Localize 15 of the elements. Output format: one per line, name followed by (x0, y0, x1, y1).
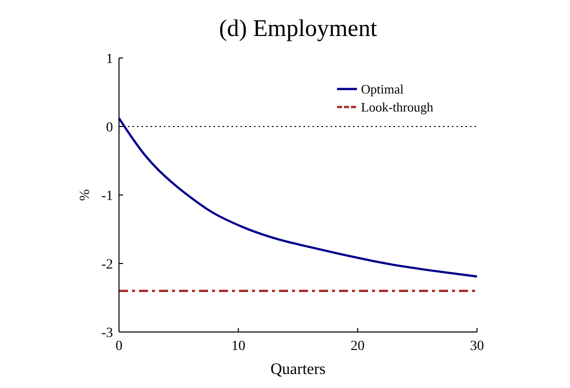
x-tick-label: 20 (350, 339, 365, 354)
line-series (118, 117, 478, 278)
y-tick-label: -1 (101, 188, 113, 204)
y-tick-label: 0 (106, 120, 113, 136)
y-axis-title: % (78, 188, 93, 201)
x-tick-label: 10 (231, 339, 246, 354)
x-tick-label: 30 (470, 339, 484, 354)
x-tick-label: 0 (116, 339, 122, 354)
y-tick-label: -3 (101, 326, 113, 341)
legend-label: Look-through (361, 100, 434, 115)
y-tick-label: 1 (106, 52, 113, 67)
x-axis-title: Quarters (270, 361, 326, 378)
chart-title: (d) Employment (219, 16, 378, 42)
y-tick-label: -2 (101, 257, 113, 272)
legend-label: Optimal (361, 82, 404, 97)
